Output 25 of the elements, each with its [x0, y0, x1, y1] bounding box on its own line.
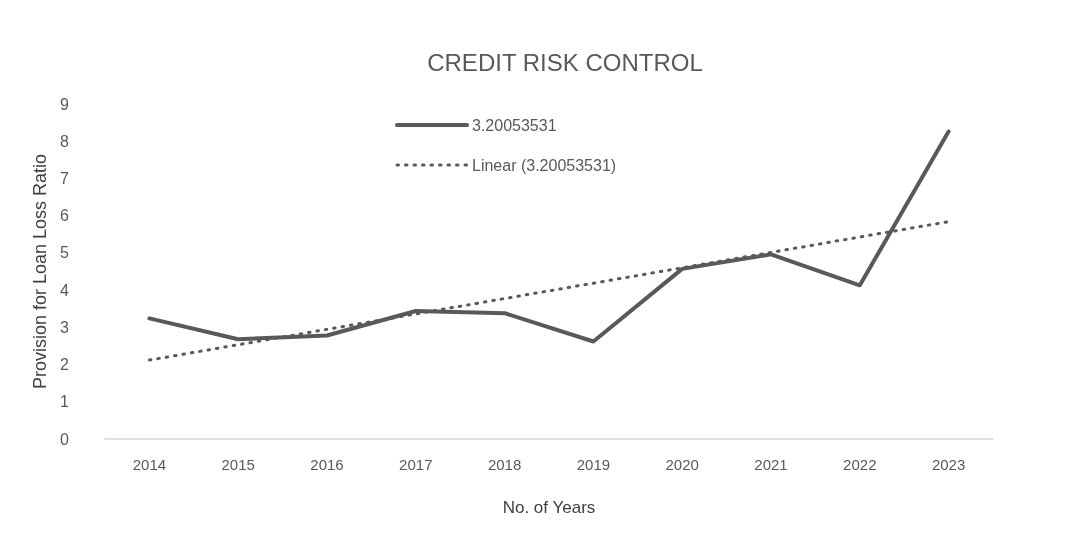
- legend-label: 3.20053531: [472, 116, 557, 134]
- x-tick-label: 2015: [221, 456, 255, 473]
- y-tick-label: 5: [60, 244, 70, 262]
- y-tick-label: 1: [60, 393, 70, 411]
- y-tick-label: 2: [60, 356, 70, 374]
- chart-title: CREDIT RISK CONTROL: [427, 48, 703, 76]
- y-tick-label: 6: [60, 207, 70, 225]
- x-tick-label: 2018: [487, 456, 522, 473]
- y-tick-label: 0: [60, 430, 70, 448]
- y-tick-label: 9: [60, 95, 70, 113]
- x-tick-label: 2021: [754, 456, 788, 473]
- y-tick-label: 7: [60, 169, 70, 187]
- y-tick-label: 8: [60, 132, 70, 150]
- y-axis-title: Provision for Loan Loss Ratio: [30, 153, 51, 390]
- x-tick-label: 2019: [576, 456, 611, 473]
- x-axis-title: No. of Years: [502, 498, 596, 517]
- legend-label: Linear (3.20053531): [472, 156, 617, 174]
- y-tick-label: 4: [60, 281, 70, 299]
- x-tick-label: 2022: [843, 456, 877, 473]
- y-tick-label: 3: [60, 318, 70, 336]
- x-tick-label: 2014: [132, 456, 167, 473]
- x-tick-label: 2016: [310, 456, 344, 473]
- x-tick-label: 2023: [931, 456, 966, 473]
- x-tick-label: 2020: [665, 456, 699, 473]
- x-tick-label: 2017: [399, 456, 433, 473]
